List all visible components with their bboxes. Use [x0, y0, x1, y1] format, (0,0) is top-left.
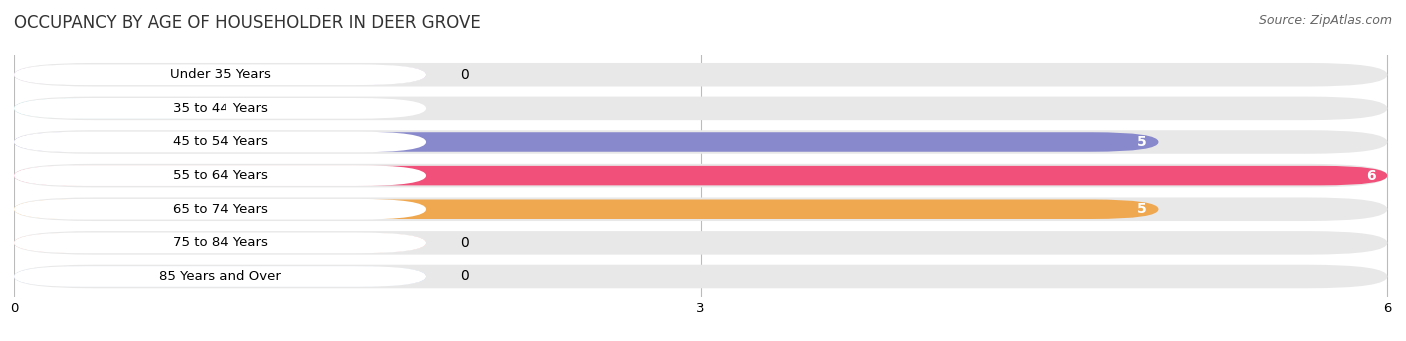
Text: 6: 6	[1367, 168, 1376, 183]
FancyBboxPatch shape	[14, 132, 1159, 152]
Text: Source: ZipAtlas.com: Source: ZipAtlas.com	[1258, 14, 1392, 27]
Text: 45 to 54 Years: 45 to 54 Years	[173, 135, 267, 148]
FancyBboxPatch shape	[14, 63, 1388, 87]
Text: OCCUPANCY BY AGE OF HOUSEHOLDER IN DEER GROVE: OCCUPANCY BY AGE OF HOUSEHOLDER IN DEER …	[14, 14, 481, 32]
Text: 65 to 74 Years: 65 to 74 Years	[173, 203, 267, 216]
Text: 0: 0	[460, 68, 470, 82]
FancyBboxPatch shape	[14, 199, 426, 220]
Text: 0: 0	[460, 236, 470, 250]
Text: 5: 5	[1137, 202, 1147, 216]
Text: 1: 1	[222, 101, 232, 115]
FancyBboxPatch shape	[14, 197, 1388, 221]
Text: 85 Years and Over: 85 Years and Over	[159, 270, 281, 283]
FancyBboxPatch shape	[14, 166, 1388, 186]
Text: 55 to 64 Years: 55 to 64 Years	[173, 169, 267, 182]
Text: Under 35 Years: Under 35 Years	[170, 68, 270, 81]
Text: 0: 0	[460, 269, 470, 283]
FancyBboxPatch shape	[14, 231, 1388, 255]
FancyBboxPatch shape	[14, 267, 426, 286]
FancyBboxPatch shape	[14, 99, 243, 118]
FancyBboxPatch shape	[14, 265, 1388, 288]
FancyBboxPatch shape	[14, 97, 1388, 120]
FancyBboxPatch shape	[14, 130, 1388, 154]
FancyBboxPatch shape	[14, 199, 1159, 219]
FancyBboxPatch shape	[14, 233, 426, 253]
FancyBboxPatch shape	[14, 64, 426, 85]
FancyBboxPatch shape	[14, 164, 1388, 188]
FancyBboxPatch shape	[14, 132, 426, 152]
FancyBboxPatch shape	[14, 165, 426, 186]
FancyBboxPatch shape	[14, 266, 426, 287]
Text: 35 to 44 Years: 35 to 44 Years	[173, 102, 267, 115]
Text: 5: 5	[1137, 135, 1147, 149]
Text: 75 to 84 Years: 75 to 84 Years	[173, 236, 267, 249]
FancyBboxPatch shape	[14, 65, 426, 85]
FancyBboxPatch shape	[14, 98, 426, 119]
FancyBboxPatch shape	[14, 233, 426, 253]
